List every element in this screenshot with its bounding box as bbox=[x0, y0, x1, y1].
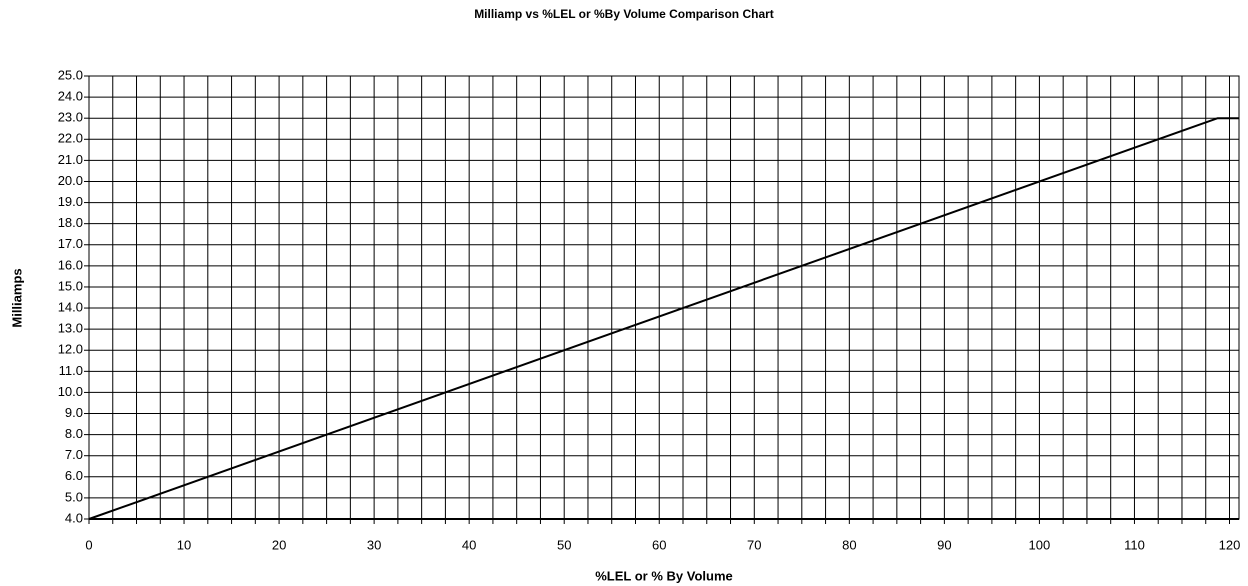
x-tick-label: 0 bbox=[85, 537, 92, 552]
chart-title: Milliamp vs %LEL or %By Volume Compariso… bbox=[474, 7, 774, 21]
x-tick-label: 110 bbox=[1124, 537, 1145, 552]
x-tick-label: 70 bbox=[747, 537, 761, 552]
y-tick-label: 20.0 bbox=[58, 173, 83, 188]
y-tick-label: 23.0 bbox=[58, 110, 83, 125]
y-tick-label: 10.0 bbox=[58, 384, 83, 399]
x-tick-label: 90 bbox=[937, 537, 951, 552]
x-tick-label: 100 bbox=[1029, 537, 1051, 552]
x-tick-label: 50 bbox=[557, 537, 571, 552]
y-tick-label: 21.0 bbox=[58, 152, 83, 167]
plot-area bbox=[88, 75, 1240, 520]
data-line bbox=[88, 117, 1239, 520]
y-tick-label: 8.0 bbox=[65, 426, 83, 441]
y-tick-label: 12.0 bbox=[58, 342, 83, 357]
y-tick-label: 19.0 bbox=[58, 194, 83, 209]
y-tick-label: 18.0 bbox=[58, 215, 83, 230]
y-tick-label: 6.0 bbox=[65, 468, 83, 483]
y-tick-label: 13.0 bbox=[58, 321, 83, 336]
y-tick-label: 16.0 bbox=[58, 257, 83, 272]
y-tick-label: 25.0 bbox=[58, 67, 83, 82]
x-tick-label: 80 bbox=[842, 537, 856, 552]
y-tick-label: 24.0 bbox=[58, 89, 83, 104]
x-tick-label: 40 bbox=[462, 537, 476, 552]
x-tick-label: 120 bbox=[1219, 537, 1241, 552]
y-tick-label: 9.0 bbox=[65, 405, 83, 420]
y-tick-label: 11.0 bbox=[59, 363, 83, 378]
y-tick-label: 7.0 bbox=[65, 447, 83, 462]
y-tick-label: 17.0 bbox=[58, 236, 83, 251]
y-tick-label: 22.0 bbox=[58, 131, 83, 146]
x-axis-label: %LEL or % By Volume bbox=[595, 568, 733, 583]
y-tick-label: 15.0 bbox=[58, 278, 83, 293]
x-tick-label: 10 bbox=[177, 537, 191, 552]
x-tick-label: 30 bbox=[367, 537, 381, 552]
x-tick-label: 60 bbox=[652, 537, 666, 552]
y-tick-label: 14.0 bbox=[58, 299, 83, 314]
x-tick-label: 20 bbox=[272, 537, 286, 552]
y-tick-label: 4.0 bbox=[65, 510, 83, 525]
y-axis-label: Milliamps bbox=[9, 268, 24, 327]
y-tick-label: 5.0 bbox=[65, 489, 83, 504]
